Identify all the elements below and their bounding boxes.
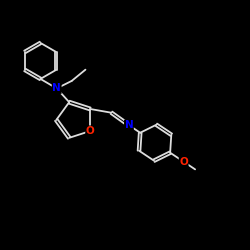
Text: N: N [124, 120, 133, 130]
Text: N: N [52, 84, 61, 94]
Text: O: O [86, 126, 94, 136]
Text: O: O [179, 157, 188, 167]
